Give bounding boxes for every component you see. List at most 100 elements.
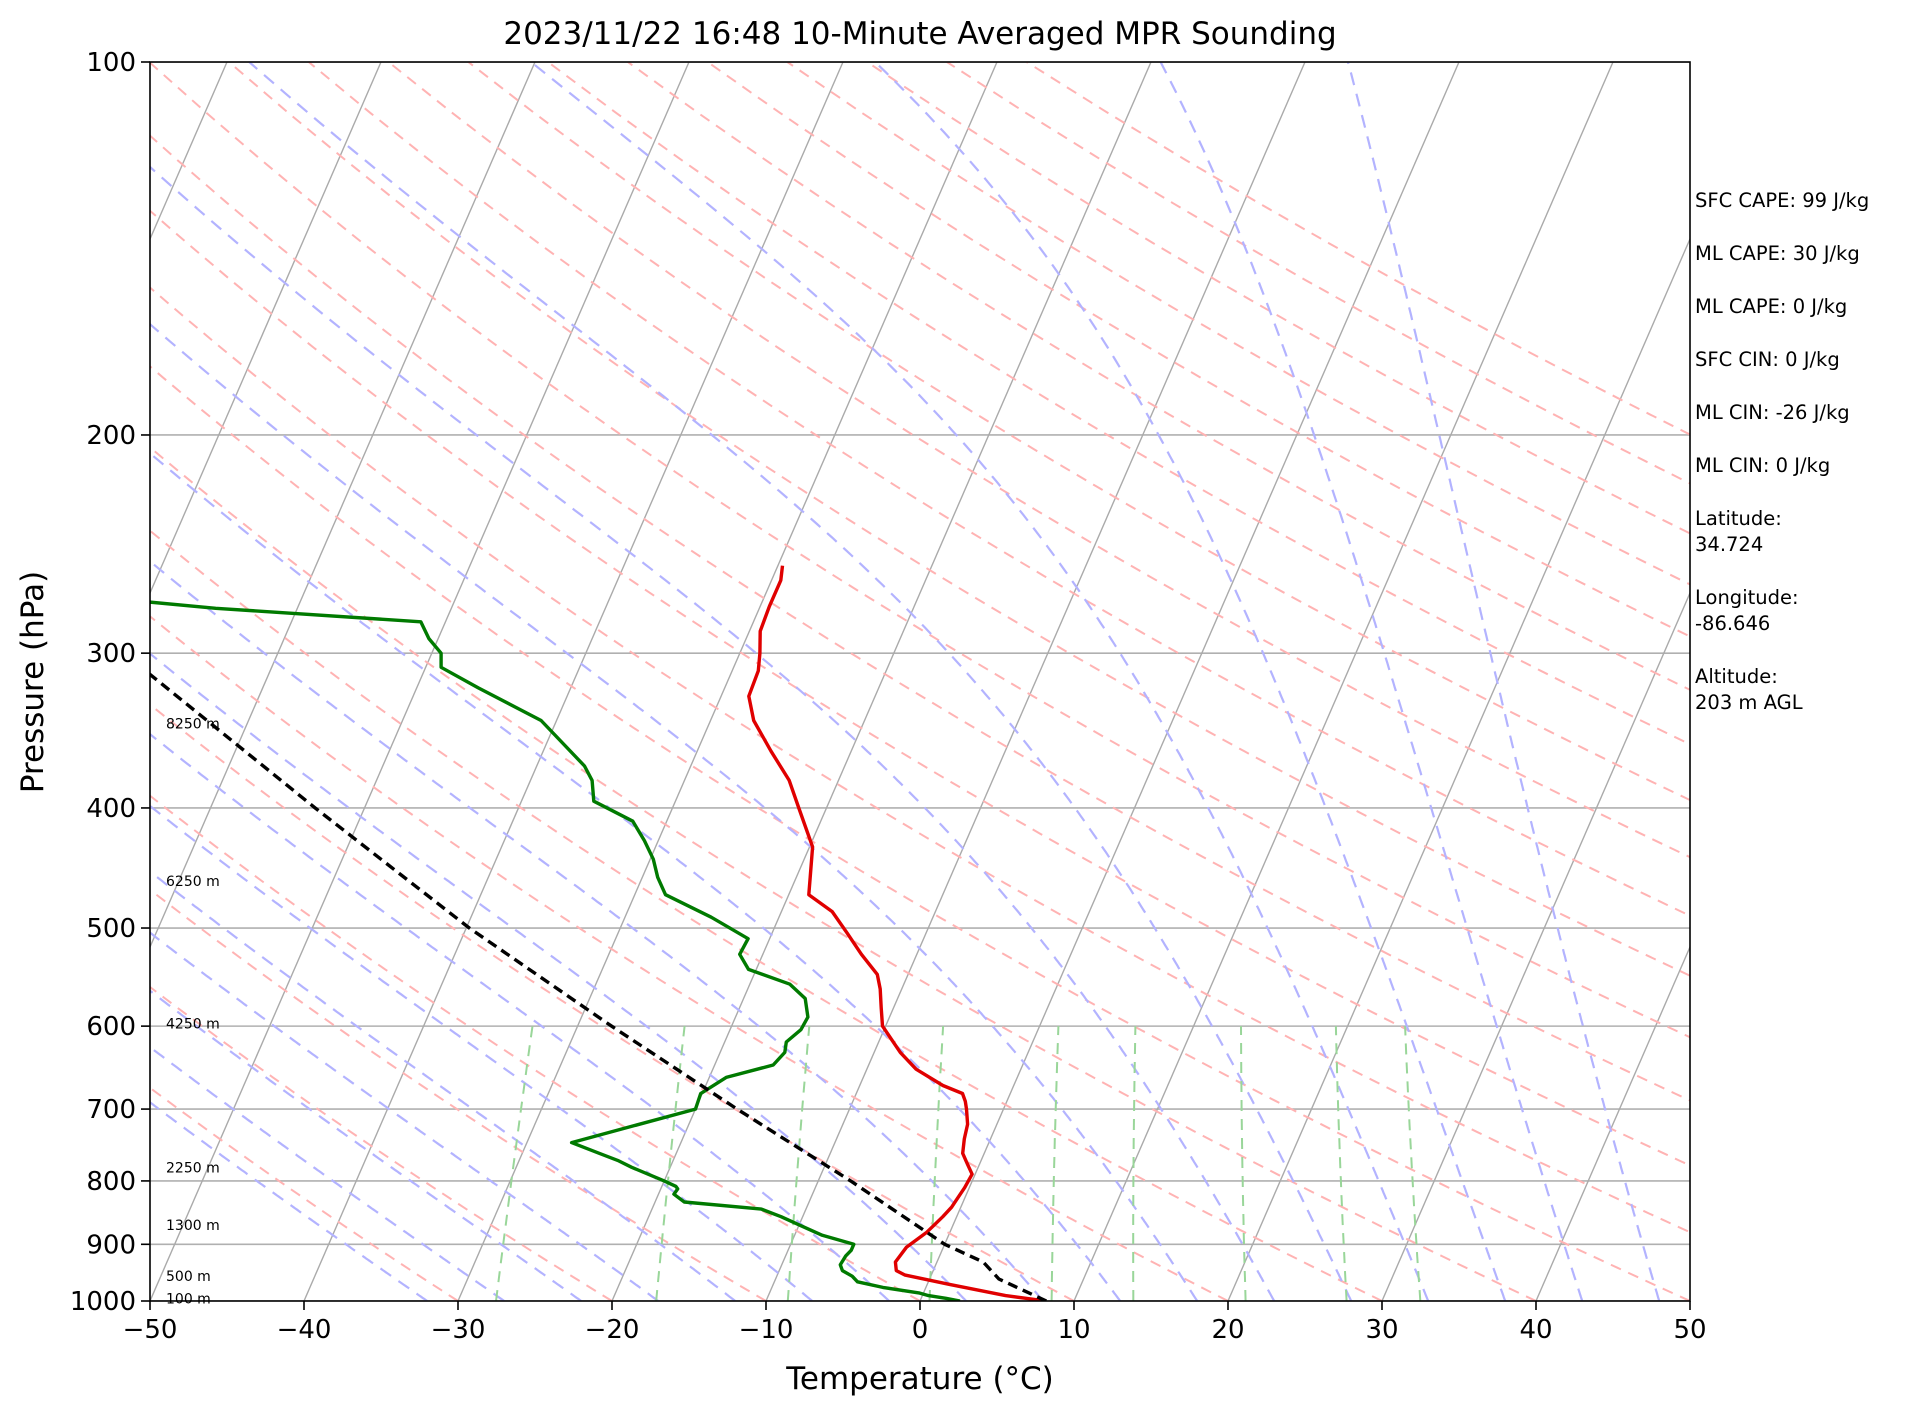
dry-adiabat-line [308,62,1690,917]
parameter-line: SFC CIN: 0 J/kg [1695,348,1840,371]
mixing-ratio-line [1240,1026,1247,1301]
isotherm-line [303,62,844,1301]
y-tick-label: 700 [86,1095,136,1125]
mixing-ratio-line [495,1025,534,1301]
isotherm-line [611,62,1152,1301]
parameter-line: ML CAPE: 30 J/kg [1695,242,1860,265]
moist-adiabat-line [150,1100,428,1301]
x-tick-label: −20 [585,1315,640,1345]
y-tick-label: 500 [86,914,136,944]
dry-adiabat-line [150,888,767,1301]
moist-adiabat-line [248,62,1353,1301]
parcel-profile-trace [150,672,1048,1301]
x-tick-label: −40 [277,1315,332,1345]
isotherm-line [457,62,998,1301]
y-tick-label: 200 [86,421,136,451]
moist-adiabat-line [150,451,1122,1301]
parameter-line: Latitude: 34.724 [1695,507,1782,556]
dry-adiabat-line [707,62,1690,638]
mixing-ratio-line [1334,1026,1348,1301]
height-label: 1300 m [166,1218,220,1234]
dewpoint-trace [150,600,961,1301]
x-tick-label: 20 [1211,1315,1244,1345]
isotherm-line [765,62,1306,1301]
temperature-trace [747,565,1047,1301]
moist-adiabat-line [150,804,813,1301]
isotherm-line [150,62,536,949]
y-tick-label: 300 [86,639,136,669]
parameter-line: ML CAPE: 0 J/kg [1695,295,1848,318]
y-axis-title: Pressure (hPa) [15,571,51,793]
x-tick-label: −30 [431,1315,486,1345]
x-tick-label: 30 [1365,1315,1398,1345]
dry-adiabat-line [150,286,1690,1234]
x-tick-label: 40 [1519,1315,1552,1345]
dry-adiabat-line [150,703,1075,1301]
isotherm-line [919,62,1460,1301]
x-tick-label: 50 [1673,1315,1706,1345]
axes: −50 −40 −30 −20 −10 0 10 20 30 40 50 1000 900 800 700 6… [70,48,1707,1345]
moist-adiabat-line [150,165,1276,1301]
y-tick-label: 900 [86,1230,136,1260]
reference-lines [150,62,1690,1301]
height-label: 6250 m [166,874,220,890]
height-label: 2250 m [166,1160,220,1176]
parameter-line: SFC CAPE: 99 J/kg [1695,189,1870,212]
moist-adiabat-line [150,732,890,1301]
dry-adiabat-line [150,134,1690,1102]
moist-adiabat-line [1159,62,1584,1301]
moist-adiabat-line [530,62,1430,1301]
isotherm-line [1535,945,1690,1301]
moist-adiabat-line [150,931,659,1301]
mixing-ratio-line [928,1026,945,1301]
height-label: 4250 m [166,1016,220,1032]
chart-title: 2023/11/22 16:48 10-Minute Averaged MPR … [503,16,1336,52]
moist-adiabat-line [150,322,1199,1301]
height-label: 100 m [166,1291,211,1307]
x-tick-label: 10 [1057,1315,1090,1345]
dry-adiabat-line [150,529,1383,1301]
dry-adiabat-line [150,209,1690,1167]
isotherm-line [1073,62,1614,1301]
dry-adiabat-line [150,446,1537,1301]
parameter-line: ML CIN: 0 J/kg [1695,454,1831,477]
y-tick-label: 400 [86,794,136,824]
y-tick-label: 100 [86,48,136,78]
dry-adiabat-line [150,1086,459,1301]
height-label: 500 m [166,1269,211,1285]
moist-adiabat-line [150,1045,505,1301]
x-axis-title: Temperature (°C) [785,1361,1054,1397]
sounding-parameters-panel: SFC CAPE: 99 J/kg ML CAPE: 30 J/kg ML CAPE… [1695,188,1905,743]
moist-adiabat-line [874,62,1507,1301]
height-labels: 100 m 500 m 1300 m 2250 m 4250 m 6250 m 8250 m [166,717,220,1308]
isotherm-line [150,62,690,1301]
dry-adiabat-line [387,62,1690,859]
dry-adiabat-line [150,365,1690,1301]
height-label: 8250 m [166,717,220,733]
mixing-ratio-line [786,1026,811,1301]
y-tick-label: 1000 [70,1287,136,1317]
dry-adiabat-line [467,62,1690,802]
y-tick-label: 800 [86,1167,136,1197]
plot-frame [149,61,1691,1302]
isotherm-line [1381,591,1690,1301]
x-tick-label: 0 [912,1315,929,1345]
parameter-line: ML CIN: -26 J/kg [1695,401,1850,424]
moist-adiabat-line [150,559,1045,1301]
mixing-ratio-line [1050,1026,1060,1301]
parameter-line: Longitude: -86.646 [1695,586,1799,635]
x-tick-label: −10 [739,1315,794,1345]
sounding-traces [150,565,1048,1301]
dry-adiabat-line [150,615,1229,1301]
dry-adiabat-line [547,62,1690,746]
x-tick-label: −50 [123,1315,178,1345]
dry-adiabat-line [150,794,921,1301]
mixing-ratio-line [1132,1026,1137,1301]
mixing-ratio-line [1404,1026,1422,1301]
y-tick-label: 600 [86,1012,136,1042]
moist-adiabat-line [1346,62,1661,1301]
dry-adiabat-line [150,62,1690,1039]
parameter-line: Altitude: 203 m AGL [1695,665,1803,714]
isotherm-line [150,62,382,595]
